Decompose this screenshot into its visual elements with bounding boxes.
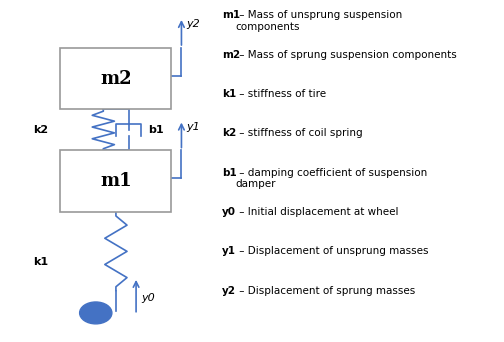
- Text: – stiffness of coil spring: – stiffness of coil spring: [236, 128, 362, 138]
- FancyBboxPatch shape: [60, 150, 171, 212]
- Text: – Mass of unsprung suspension
components: – Mass of unsprung suspension components: [236, 10, 402, 32]
- Text: m1: m1: [100, 172, 132, 190]
- Text: k2: k2: [222, 128, 236, 138]
- Text: y1: y1: [222, 246, 236, 256]
- Circle shape: [80, 302, 112, 324]
- Text: k2: k2: [33, 125, 48, 135]
- Text: y0: y0: [222, 207, 236, 217]
- Text: m1: m1: [222, 10, 240, 20]
- Text: k1: k1: [33, 256, 48, 267]
- Text: m2: m2: [100, 70, 132, 88]
- Text: – Initial displacement at wheel: – Initial displacement at wheel: [236, 207, 398, 217]
- Text: m2: m2: [222, 50, 240, 60]
- Text: k1: k1: [222, 89, 236, 99]
- Text: – Displacement of sprung masses: – Displacement of sprung masses: [236, 286, 415, 295]
- Text: – stiffness of tire: – stiffness of tire: [236, 89, 326, 99]
- Text: y2: y2: [222, 286, 236, 295]
- Text: y2: y2: [186, 19, 200, 29]
- Text: b1: b1: [222, 168, 236, 177]
- Text: – Mass of sprung suspension components: – Mass of sprung suspension components: [236, 50, 457, 60]
- Text: y1: y1: [186, 121, 200, 132]
- FancyBboxPatch shape: [60, 48, 171, 109]
- Text: b1: b1: [148, 125, 164, 135]
- Text: y0: y0: [141, 292, 155, 303]
- Text: – Displacement of unsprung masses: – Displacement of unsprung masses: [236, 246, 428, 256]
- Text: – damping coefficient of suspension
damper: – damping coefficient of suspension damp…: [236, 168, 427, 189]
